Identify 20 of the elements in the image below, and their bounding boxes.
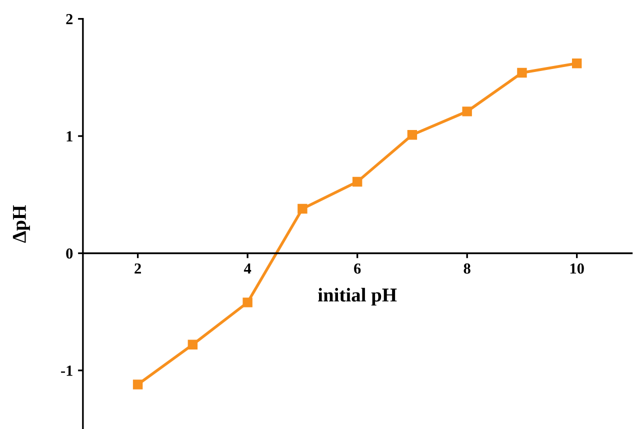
point bbox=[132, 380, 143, 390]
point bbox=[298, 204, 308, 214]
point bbox=[352, 176, 362, 187]
y-axis-title: ΔpH bbox=[12, 205, 30, 243]
point bbox=[242, 298, 252, 308]
x-tick-label: 4 bbox=[244, 264, 252, 274]
x-tick-label: 2 bbox=[134, 263, 141, 274]
point bbox=[462, 106, 472, 116]
x-tick-label: 10 bbox=[570, 263, 584, 274]
x-tick-label: 6 bbox=[354, 263, 361, 274]
x-axis-title: initial pH bbox=[318, 288, 397, 306]
point bbox=[407, 130, 418, 140]
point bbox=[517, 68, 527, 78]
y-tick-label: -1 bbox=[61, 366, 72, 376]
y-tick-label: 1 bbox=[66, 131, 72, 142]
y-tick-label: 2 bbox=[66, 14, 73, 24]
point bbox=[188, 340, 198, 350]
point bbox=[572, 58, 582, 68]
y-tick-label: 0 bbox=[66, 248, 73, 259]
x-tick-label: 8 bbox=[464, 263, 470, 274]
